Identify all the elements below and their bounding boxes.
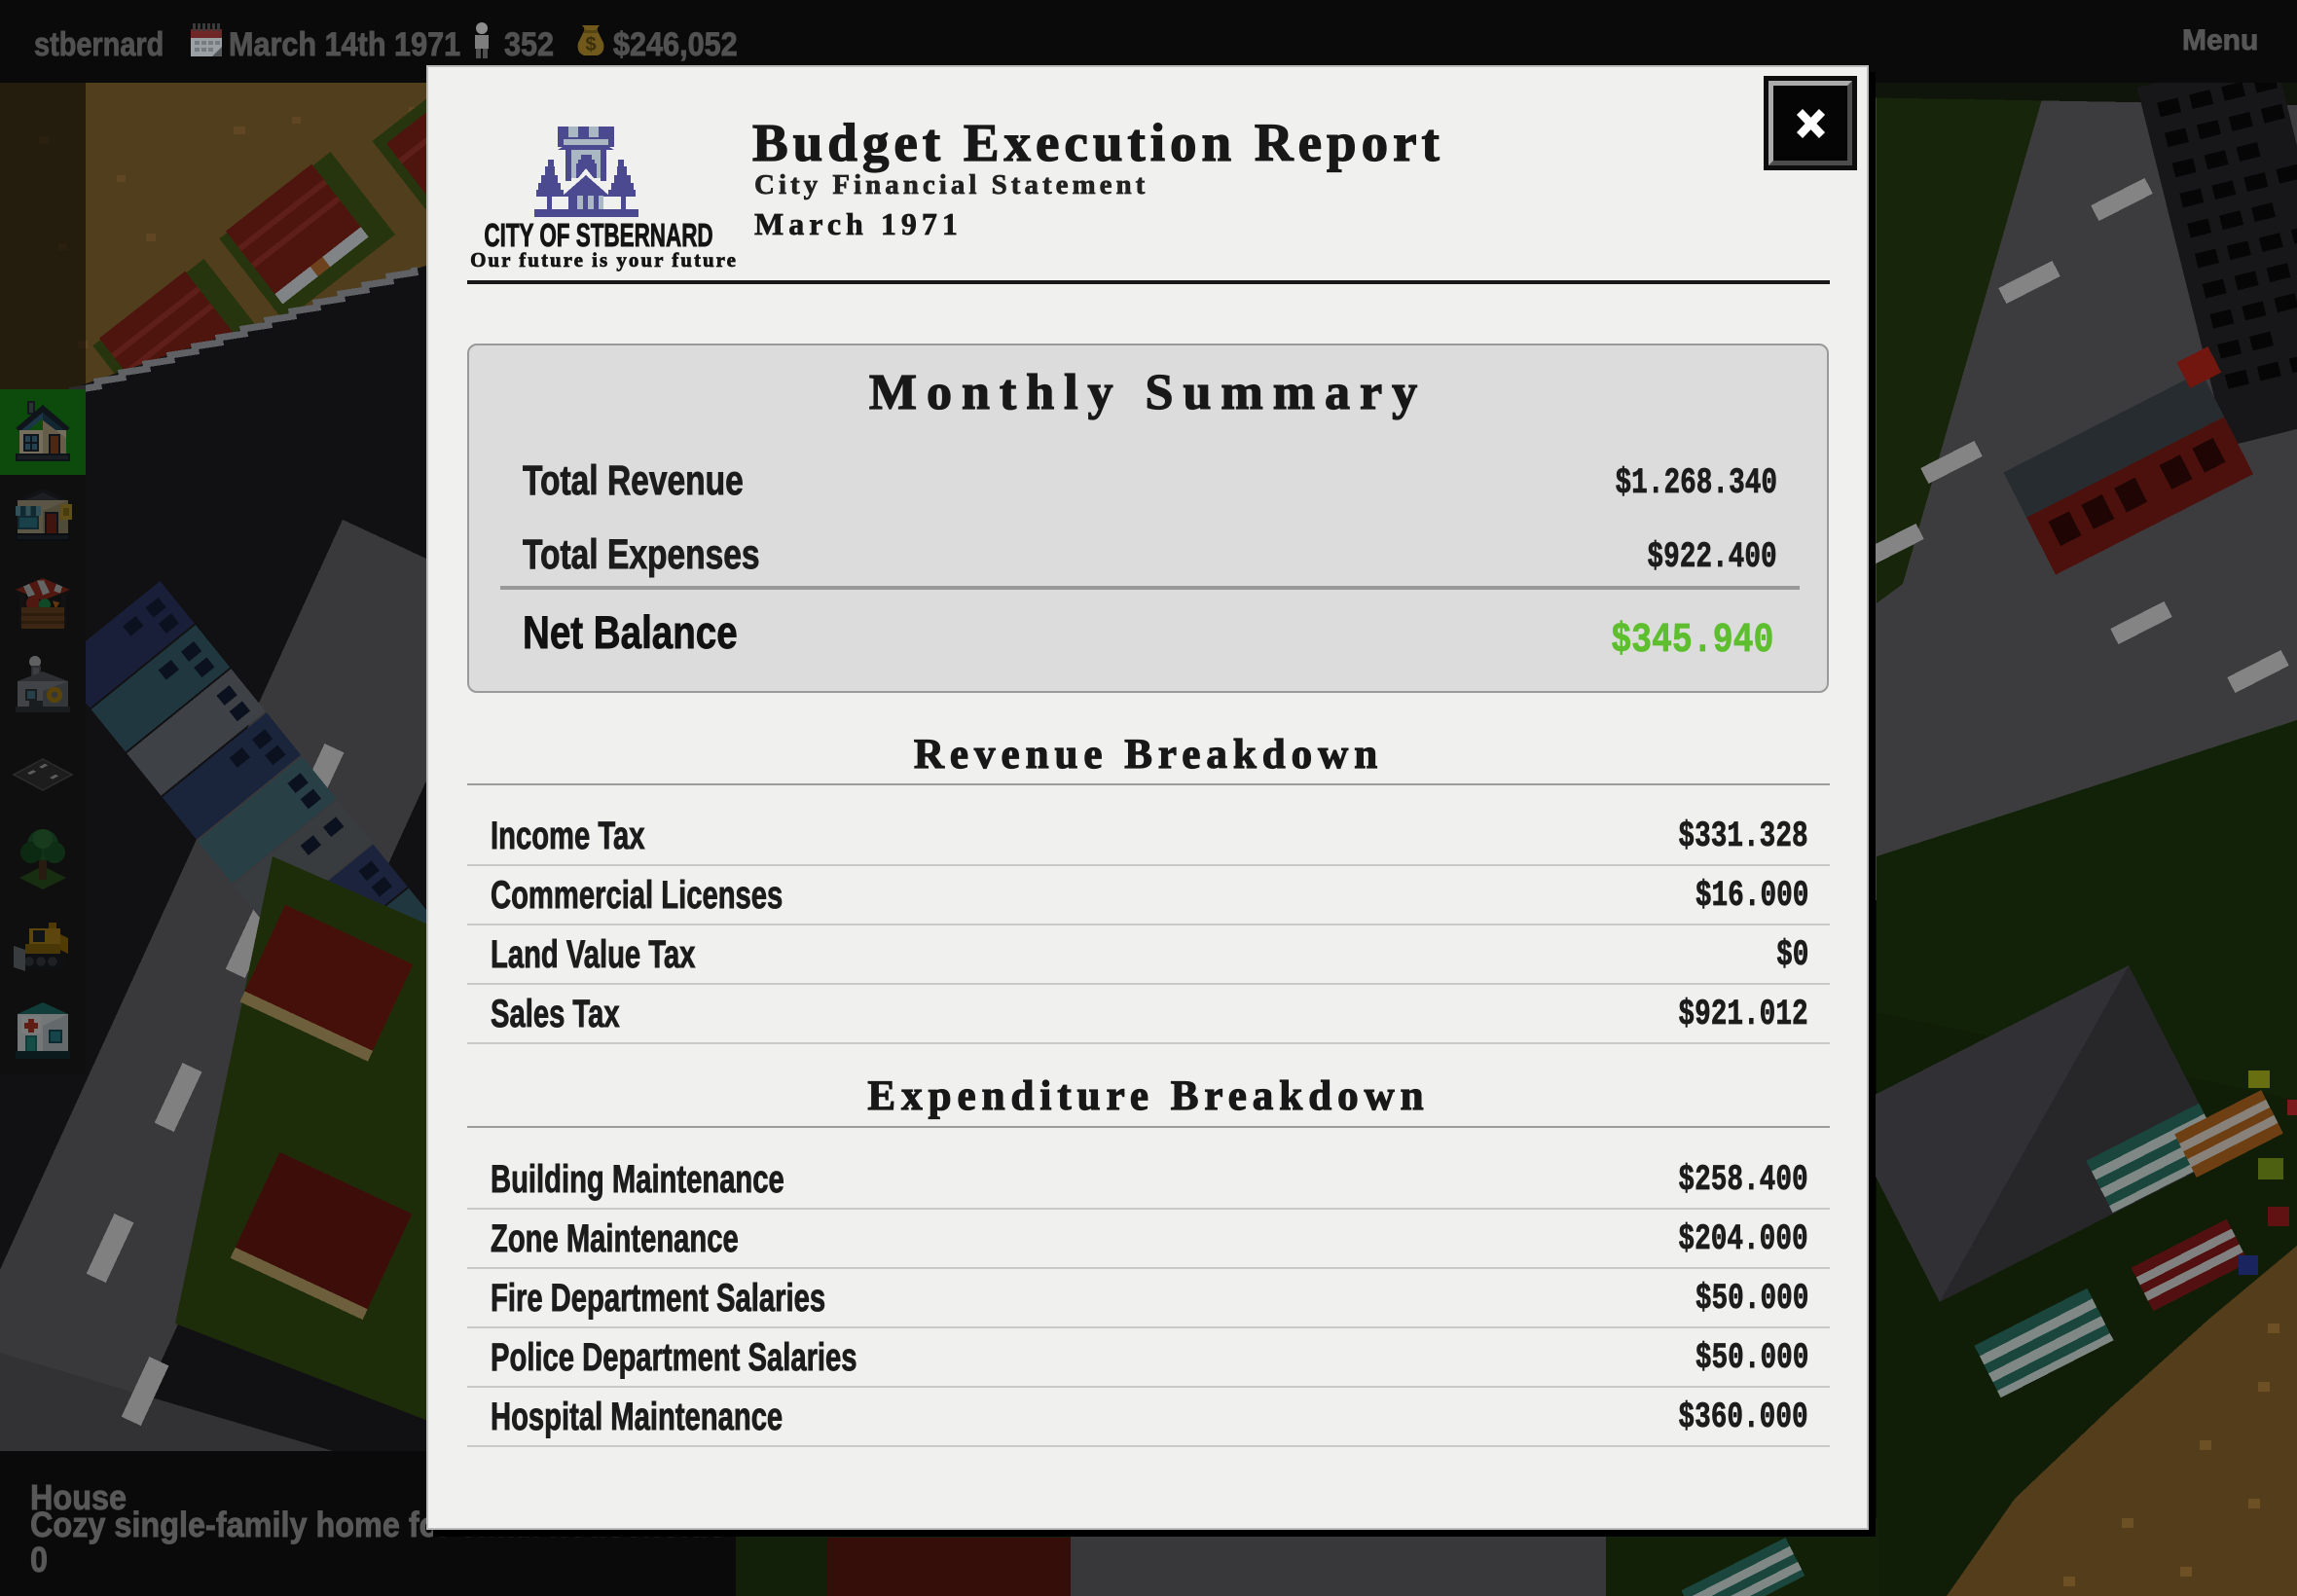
svg-text:$: $ xyxy=(585,34,596,55)
